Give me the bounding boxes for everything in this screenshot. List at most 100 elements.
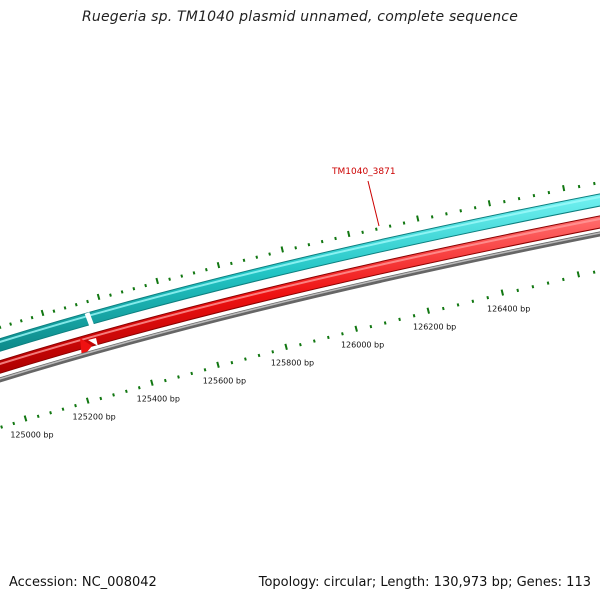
scale-tick — [412, 314, 416, 318]
accession-prefix: Accession: — [9, 575, 78, 590]
scale-tick — [531, 285, 535, 289]
scale-tick — [244, 357, 247, 361]
scale-tick — [516, 288, 520, 293]
outer-tick — [294, 246, 298, 250]
scale-tick — [456, 303, 460, 307]
outer-tick — [375, 227, 378, 231]
outer-tick — [52, 309, 56, 313]
outer-tick — [347, 230, 351, 238]
scale-tick — [190, 371, 194, 376]
scale-tick — [0, 425, 3, 429]
scale-tick — [85, 397, 90, 404]
outer-tick — [9, 322, 12, 326]
scale-tick — [23, 415, 28, 422]
scale-label: 126200 bp — [413, 323, 456, 332]
scale-tick — [177, 375, 180, 379]
outer-tick — [388, 224, 392, 228]
gene-label-tm1040-3871[interactable]: TM1040_3871 — [331, 167, 396, 177]
outer-tick — [307, 242, 311, 247]
scale-tick — [137, 386, 141, 390]
scale-tick — [562, 277, 565, 282]
scale-tick — [99, 396, 103, 401]
scale-tick — [369, 324, 373, 329]
outer-tick — [192, 271, 196, 275]
outer-tick — [593, 181, 596, 186]
outer-tick — [503, 199, 506, 204]
outer-tick — [334, 236, 337, 241]
scale-tick — [312, 339, 316, 343]
scale-tick — [36, 414, 40, 419]
outer-tick — [19, 319, 23, 323]
scale-tick — [341, 332, 344, 336]
outer-tick — [63, 306, 67, 310]
outer-tick — [577, 184, 581, 189]
scale-tick — [12, 421, 16, 426]
page-title: Ruegeria sp. TM1040 plasmid unnamed, com… — [81, 9, 519, 25]
scale-tick — [471, 299, 475, 303]
scale-label: 126000 bp — [341, 341, 384, 350]
outer-tick — [473, 206, 477, 210]
outer-tick — [547, 190, 551, 195]
topology-info: Topology: circular; Length: 130,973 bp; … — [258, 575, 591, 590]
scale-label: 125200 bp — [73, 412, 116, 421]
outer-tick — [74, 303, 78, 307]
outer-tick — [144, 283, 148, 288]
scale-tick — [150, 379, 154, 386]
scale-tick — [271, 350, 275, 354]
outer-tick — [242, 258, 246, 262]
backbone-track — [0, 231, 600, 383]
scale-tick — [112, 393, 115, 397]
scale-tick — [326, 335, 330, 340]
scale-label: 125000 bp — [10, 430, 53, 439]
scale-tick — [163, 378, 167, 383]
scale-tick — [576, 271, 581, 278]
outer-tick — [30, 315, 34, 320]
outer-tick — [416, 215, 420, 222]
outer-tick — [168, 277, 171, 281]
outer-tick — [120, 290, 124, 294]
outer-tick — [402, 221, 406, 225]
outer-tick — [216, 261, 221, 269]
scale-labels: 125000 bp 125200 bp 125400 bp 125600 bp 1258… — [10, 304, 530, 439]
reverse-strand-feature[interactable] — [0, 216, 600, 373]
outer-tick — [487, 200, 491, 207]
forward-strand-highlight — [0, 195, 600, 343]
outer-tick — [205, 268, 208, 272]
scale-tick — [383, 321, 387, 325]
scale-tick — [284, 343, 288, 350]
outer-tick — [430, 215, 434, 219]
scale-tick — [486, 295, 490, 300]
scale-tick — [257, 353, 261, 358]
outer-tick — [40, 309, 45, 317]
scale-tick — [426, 307, 430, 314]
forward-strand-feature[interactable] — [0, 194, 600, 351]
scale-label: 126400 bp — [487, 304, 530, 313]
accession-value: NC_008042 — [81, 575, 157, 590]
scale-tick — [125, 389, 128, 394]
scale-tick — [398, 317, 401, 322]
outer-tick — [320, 239, 324, 244]
scale-tick — [546, 281, 550, 285]
outer-tick — [180, 274, 184, 278]
backbone-highlight — [0, 232, 600, 380]
scale-tick — [500, 289, 505, 296]
outer-tick — [361, 230, 364, 234]
scale-tick — [216, 361, 220, 368]
outer-tick — [459, 209, 463, 213]
scale-tick — [49, 411, 52, 415]
outer-tick — [532, 193, 536, 198]
scale-label: 125800 bp — [271, 359, 314, 368]
scale-label: 125600 bp — [203, 377, 246, 386]
outer-tick — [96, 293, 101, 301]
outer-tick-ring — [0, 181, 596, 329]
outer-tick — [132, 287, 136, 291]
scale-tick — [441, 306, 445, 311]
outer-tick — [517, 196, 521, 201]
scale-tick — [299, 342, 302, 347]
outer-tick — [230, 261, 233, 266]
gene-label-leader — [367, 180, 380, 227]
scale-tick — [230, 360, 234, 365]
scale-tick — [203, 368, 207, 372]
scale-label: 125400 bp — [137, 395, 180, 404]
